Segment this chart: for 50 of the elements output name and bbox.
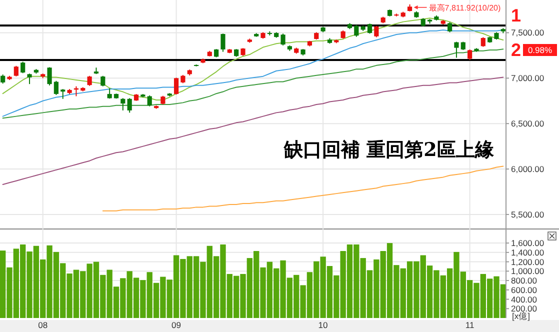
candlestick (147, 94, 152, 107)
text: 2 (511, 40, 522, 60)
x-tick-label: 08 (38, 320, 48, 330)
text: 0.98% (528, 45, 552, 55)
candlestick (480, 36, 486, 48)
y-tick-label: 1,200.00 (511, 256, 544, 267)
candlestick (354, 24, 359, 38)
text: 1 (511, 5, 522, 26)
candlestick (107, 88, 112, 100)
candlestick (0, 74, 6, 84)
y-tick-label: 1,600.00 (511, 238, 544, 248)
line-series (2, 18, 504, 100)
candlestick (127, 98, 132, 114)
candlestick (54, 80, 59, 96)
line-series (2, 76, 504, 185)
x-tick-label: 09 (172, 320, 182, 330)
y-tick-label: 6,000.00 (511, 164, 544, 174)
candlestick (174, 77, 179, 96)
candlestick (87, 75, 92, 86)
y-tick-label: 1,000.00 (511, 266, 544, 276)
annotation: 缺口回補 重回第2區上緣 (283, 139, 495, 161)
y-tick-label: 800.00 (511, 276, 538, 286)
candlestick (120, 98, 126, 111)
line-series (102, 166, 504, 212)
candlestick (20, 61, 26, 74)
y-tick-label: 6,500.00 (511, 118, 544, 129)
annotation: 最高7,811.92(10/20) (428, 3, 501, 12)
y-tick-label: 1,400.00 (511, 247, 544, 258)
y-tick-label: 7,500.00 (511, 28, 544, 38)
candlestick (100, 75, 106, 87)
candlestick (14, 65, 18, 77)
y-axis-title: [x億] (512, 311, 530, 321)
candlestick (220, 33, 226, 52)
line-series (2, 48, 504, 119)
candlestick (447, 22, 452, 33)
candlestick (468, 49, 472, 60)
candlestick (280, 33, 286, 46)
candlestick (454, 41, 459, 58)
y-tick-label: 5,500.00 (511, 209, 544, 220)
candlestick (47, 66, 52, 86)
candlestick (374, 25, 379, 38)
y-tick-label: 400.00 (511, 294, 538, 304)
line-series (2, 29, 504, 117)
candlestick (27, 73, 32, 85)
candlestick (60, 88, 66, 100)
x-tick-label: 11 (465, 320, 474, 330)
y-tick-label: 600.00 (511, 284, 538, 295)
y-tick-label: 7,000.00 (511, 73, 544, 84)
candlestick (367, 23, 372, 34)
x-tick-label: 10 (318, 320, 328, 330)
